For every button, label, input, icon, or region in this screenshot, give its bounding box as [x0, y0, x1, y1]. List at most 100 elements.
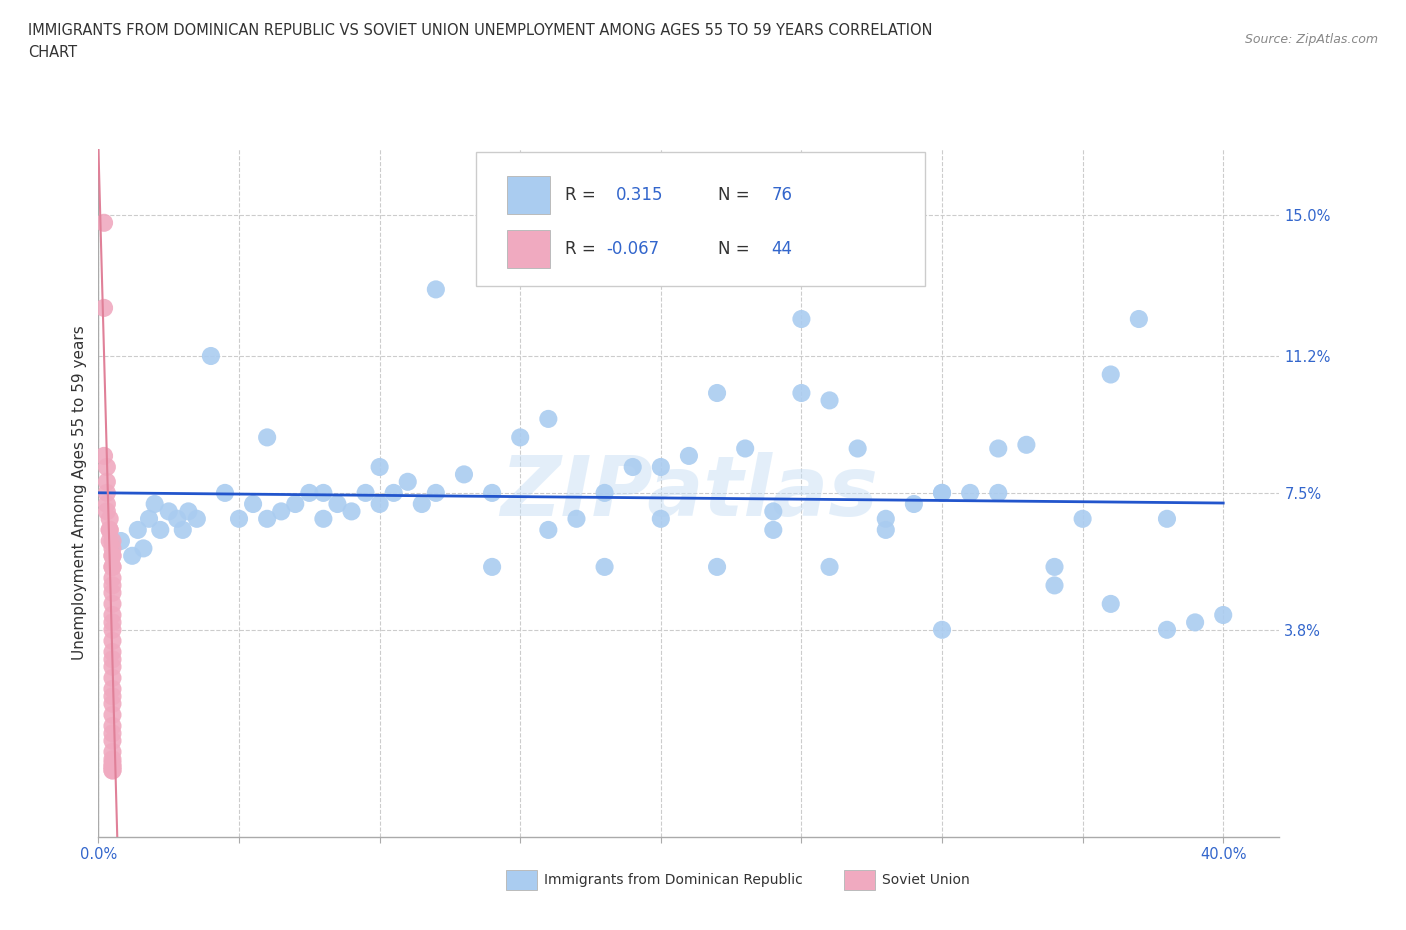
Point: [98, 512, 121, 526]
Text: -0.067: -0.067: [606, 240, 659, 258]
Point: [101, 615, 124, 630]
Point: [368, 497, 391, 512]
Point: [425, 282, 447, 297]
Point: [101, 578, 124, 592]
Point: [143, 497, 166, 512]
Point: [93, 216, 115, 231]
Point: [101, 697, 124, 711]
Point: [1128, 312, 1150, 326]
Point: [706, 386, 728, 401]
Point: [312, 512, 335, 526]
Text: CHART: CHART: [28, 45, 77, 60]
Point: [256, 430, 278, 445]
Point: [312, 485, 335, 500]
Point: [284, 497, 307, 512]
Point: [101, 622, 124, 637]
Point: [396, 474, 419, 489]
Point: [93, 448, 115, 463]
Text: R =: R =: [565, 240, 600, 258]
Text: Source: ZipAtlas.com: Source: ZipAtlas.com: [1244, 33, 1378, 46]
Text: N =: N =: [718, 186, 755, 204]
FancyBboxPatch shape: [477, 153, 925, 286]
Point: [101, 585, 124, 600]
Point: [1043, 560, 1066, 575]
Point: [127, 523, 149, 538]
Point: [101, 708, 124, 723]
Point: [481, 560, 503, 575]
Point: [96, 459, 118, 474]
Point: [481, 485, 503, 500]
Point: [453, 467, 475, 482]
Text: R =: R =: [565, 186, 600, 204]
Point: [270, 504, 292, 519]
Point: [593, 485, 616, 500]
Point: [368, 459, 391, 474]
Point: [101, 734, 124, 749]
Point: [256, 512, 278, 526]
Text: ZIPatlas: ZIPatlas: [501, 452, 877, 534]
Point: [149, 523, 172, 538]
Point: [138, 512, 160, 526]
Point: [101, 751, 124, 766]
Point: [172, 523, 194, 538]
Point: [101, 534, 124, 549]
Point: [101, 607, 124, 622]
Point: [101, 682, 124, 697]
Point: [132, 541, 155, 556]
Point: [98, 534, 121, 549]
Point: [326, 497, 349, 512]
Point: [790, 386, 813, 401]
Point: [762, 523, 785, 538]
Point: [762, 504, 785, 519]
Point: [101, 644, 124, 659]
Point: [621, 459, 644, 474]
Point: [1099, 596, 1122, 611]
Point: [1184, 615, 1206, 630]
Point: [1071, 512, 1094, 526]
Y-axis label: Unemployment Among Ages 55 to 59 years: Unemployment Among Ages 55 to 59 years: [72, 326, 87, 660]
Point: [101, 571, 124, 586]
Point: [959, 485, 981, 500]
Text: N =: N =: [718, 240, 755, 258]
Point: [650, 459, 672, 474]
Point: [98, 523, 121, 538]
Point: [931, 485, 953, 500]
Point: [931, 485, 953, 500]
Point: [425, 485, 447, 500]
Point: [200, 349, 222, 364]
Text: 44: 44: [772, 240, 793, 258]
Text: IMMIGRANTS FROM DOMINICAN REPUBLIC VS SOVIET UNION UNEMPLOYMENT AMONG AGES 55 TO: IMMIGRANTS FROM DOMINICAN REPUBLIC VS SO…: [28, 23, 932, 38]
Point: [93, 300, 115, 315]
Bar: [508, 176, 550, 214]
Point: [1043, 578, 1066, 592]
Point: [101, 633, 124, 648]
Text: 76: 76: [772, 186, 793, 204]
Point: [101, 763, 124, 777]
Point: [340, 504, 363, 519]
Point: [875, 512, 897, 526]
Point: [242, 497, 264, 512]
Point: [214, 485, 236, 500]
Point: [1015, 437, 1038, 452]
Point: [1156, 512, 1178, 526]
Point: [903, 497, 925, 512]
Point: [177, 504, 200, 519]
Point: [101, 549, 124, 564]
Point: [1099, 367, 1122, 382]
Point: [509, 430, 531, 445]
Point: [101, 726, 124, 741]
Point: [101, 755, 124, 770]
Text: Immigrants from Dominican Republic: Immigrants from Dominican Republic: [544, 872, 803, 887]
Point: [1156, 622, 1178, 637]
Point: [96, 474, 118, 489]
Point: [101, 763, 124, 777]
Point: [121, 549, 143, 564]
Point: [101, 560, 124, 575]
Point: [818, 393, 841, 408]
Point: [298, 485, 321, 500]
Point: [790, 312, 813, 326]
Point: [354, 485, 377, 500]
Point: [101, 719, 124, 734]
Point: [101, 549, 124, 564]
Point: [101, 759, 124, 774]
